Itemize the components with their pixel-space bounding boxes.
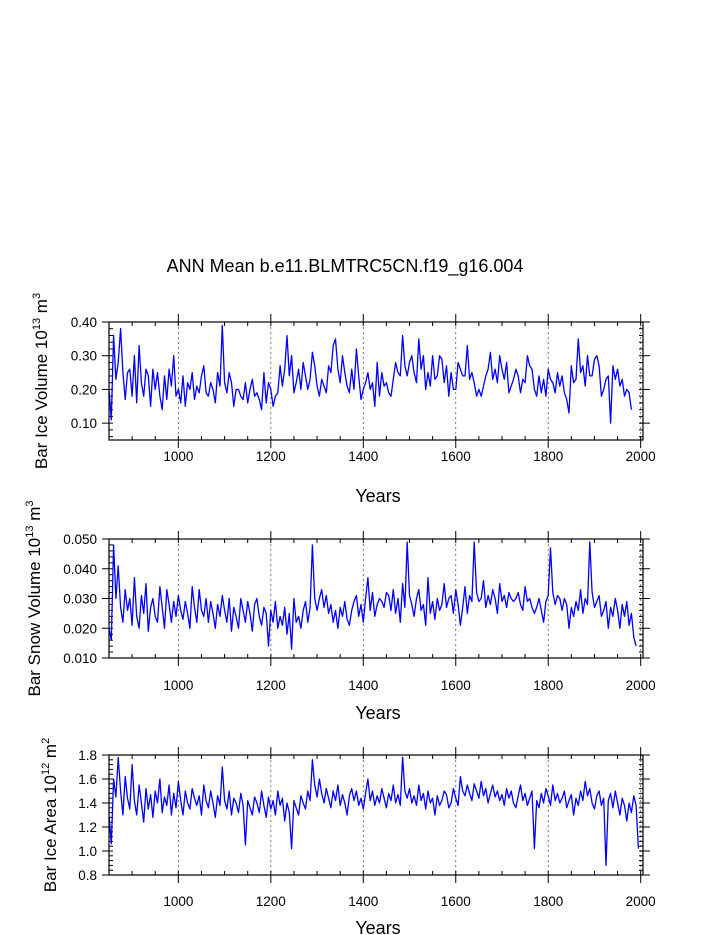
x-tick-label: 1800 [533,678,563,693]
series-line [109,541,637,650]
x-axis-label: Years [355,918,400,935]
plot-frame [108,321,644,441]
y-axis-label-main: Bar Ice Area 10 [41,775,60,892]
y-tick-label: 0.040 [63,562,97,577]
plot-frame [108,538,644,659]
y-axis-label: Bar Ice Volume 1013 m3 [31,293,51,469]
y-tick-label: 0.20 [71,382,97,397]
series-line [109,324,633,424]
x-tick-label: 1400 [348,894,378,909]
y-axis-label-exponent: 13 [24,526,36,538]
y-tick-label: 0.010 [63,651,97,666]
chart-panels: 1000 1200 1400 1600 1800 2000 0.10 0.20 0.30 0.40… [24,293,656,935]
y-axis-label-unit-exponent: 2 [40,738,52,744]
y-tick-label: 0.030 [63,592,97,607]
y-axis-label-unit: m [25,507,44,526]
x-tick-label: 1000 [163,894,193,909]
x-tick-label: 2000 [626,894,656,909]
x-tick-label: 1800 [533,449,563,464]
figure-title: ANN Mean b.e11.BLMTRC5CN.f19_g16.004 [167,256,524,277]
x-tick-label: 1600 [441,894,471,909]
series-line [109,756,640,867]
y-axis-label-exponent: 13 [31,318,43,330]
x-tick-label: 1800 [533,894,563,909]
y-tick-label: 1.2 [78,820,97,835]
x-axis-label: Years [355,703,400,723]
panel-2: 1000 1200 1400 1600 1800 2000 0.010 0.020 0.030 0… [24,500,656,723]
plot-frame [108,754,644,876]
y-tick-label: 0.30 [71,349,97,364]
x-tick-label: 1600 [441,678,471,693]
x-tick-label: 1400 [348,678,378,693]
x-tick-label: 1000 [163,678,193,693]
x-axis-label: Years [355,486,400,506]
x-tick-label: 1000 [163,449,193,464]
y-axis-label: Bar Snow Volume 1013 m3 [24,500,44,696]
y-tick-label: 0.10 [71,416,97,431]
x-tick-label: 2000 [626,449,656,464]
y-axis-label-unit-exponent: 3 [24,500,36,506]
y-tick-label: 0.40 [71,315,97,330]
y-axis-label-unit: m [41,744,60,763]
x-tick-label: 1200 [256,894,286,909]
y-axis-label-unit-exponent: 3 [31,293,43,299]
y-tick-label: 1.4 [78,796,97,811]
y-axis-label-exponent: 12 [40,763,52,775]
y-tick-label: 1.6 [78,772,97,787]
x-tick-label: 1400 [348,449,378,464]
y-tick-label: 0.050 [63,532,97,547]
y-axis-label: Bar Ice Area 1012 m2 [40,738,60,892]
y-axis-label-main: Bar Ice Volume 10 [32,330,51,469]
y-tick-label: 0.020 [63,621,97,636]
y-axis-label-main: Bar Snow Volume 10 [25,538,44,697]
y-axis-label-unit: m [32,299,51,318]
panel-1: 1000 1200 1400 1600 1800 2000 0.10 0.20 0.30 0.40… [31,293,656,506]
y-tick-label: 1.8 [78,748,97,763]
x-tick-label: 1200 [256,678,286,693]
x-tick-label: 2000 [626,678,656,693]
panel-3: 1000 1200 1400 1600 1800 2000 0.8 1.0 1.2 1.4 1.6 1… [40,738,656,935]
y-tick-label: 1.0 [78,844,97,859]
y-tick-label: 0.8 [78,868,97,883]
x-tick-label: 1200 [256,449,286,464]
x-tick-label: 1600 [441,449,471,464]
